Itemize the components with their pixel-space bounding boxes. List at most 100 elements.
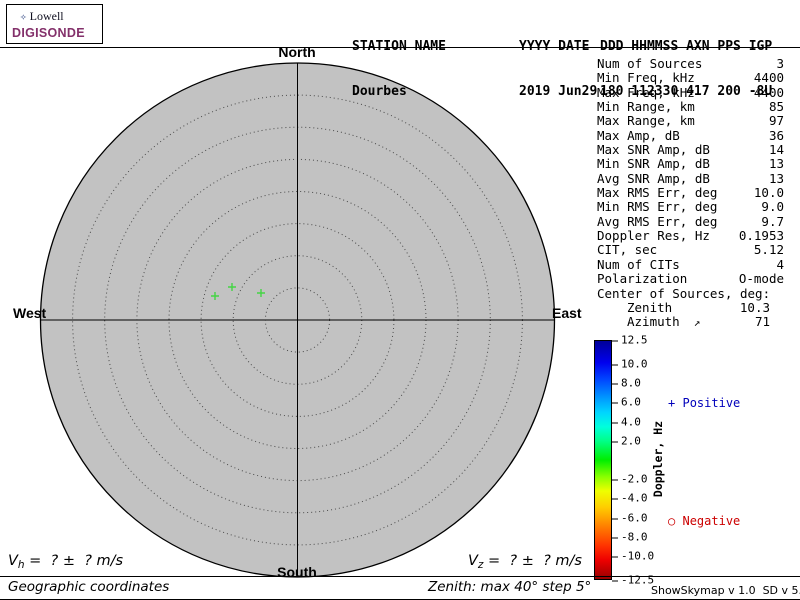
stat-row: Avg SNR Amp, dB 13 (597, 170, 784, 186)
vh-symbol: V (8, 553, 18, 569)
stat-label: Center of Sources, deg: (597, 285, 771, 301)
station-name-label: STATION NAME (352, 39, 446, 54)
colorbar-tick: -2.0 (612, 473, 648, 486)
header-fields-column: DDD HHMMSS AXN PPS IGP 180 112330 417 20… (600, 9, 772, 129)
legend-positive-label: Positive (682, 396, 741, 410)
stat-label: Azimuth (627, 314, 680, 330)
logo-product-text: DIGISONDE (12, 26, 85, 40)
date-value: 2019 Jun29 (519, 84, 598, 99)
stat-value: 0.1953 (738, 228, 784, 244)
colorbar-tick: 6.0 (612, 396, 641, 409)
stat-label: Polarization (597, 271, 688, 287)
vz-symbol: V (468, 553, 478, 569)
zenith-scale-note: Zenith: max 40° step 5° (428, 579, 592, 595)
colorbar-tick: 8.0 (612, 377, 641, 390)
azimuth-direction-icon: ↗ (693, 316, 701, 330)
stat-value: 9.7 (761, 213, 784, 229)
stat-value: 13 (768, 170, 784, 186)
stat-row-zenith: Zenith 10.3 (597, 299, 784, 315)
stat-label: Num of CITs (597, 256, 680, 272)
stat-row-azimuth: Azimuth ↗ 71 (597, 314, 784, 330)
stat-label: Avg RMS Err, deg (597, 213, 718, 229)
source-plus-marker (211, 292, 219, 300)
stat-value: 97 (768, 113, 784, 129)
stat-label: CIT, sec (597, 242, 658, 258)
source-plus-marker (257, 289, 265, 297)
horizontal-velocity-readout: Vh = ? ± ? m/s (8, 553, 123, 571)
stat-label: Doppler Res, Hz (597, 228, 710, 244)
stat-value: 85 (768, 99, 784, 115)
stat-label: Max Amp, dB (597, 127, 680, 143)
plus-marker-icon: + (668, 396, 676, 410)
stat-label: Max SNR Amp, dB (597, 142, 710, 158)
stat-value: 4 (776, 256, 784, 272)
doppler-colorbar (594, 340, 612, 580)
stat-label: Min RMS Err, deg (597, 199, 718, 215)
stat-value: 4400 (753, 84, 784, 100)
stat-label: Max RMS Err, deg (597, 185, 718, 201)
coordinates-note: Geographic coordinates (8, 579, 170, 595)
legend-negative: ○ Negative (668, 514, 740, 528)
source-markers (211, 283, 265, 300)
legend-negative-label: Negative (682, 514, 741, 528)
stat-value: 14 (768, 142, 784, 158)
colorbar-tick: 2.0 (612, 435, 641, 448)
colorbar-tick: 10.0 (612, 358, 648, 371)
fields-value: 180 112330 417 200 -8U (600, 84, 773, 99)
stat-value: 4400 (753, 70, 784, 86)
stat-row: Max Amp, dB 36 (597, 127, 784, 143)
crosshair-axes (40, 63, 555, 577)
compass-label-east: East (552, 305, 582, 321)
stat-row: Num of CITs 4 (597, 256, 784, 272)
stat-label: Min Freq, kHz (597, 70, 695, 86)
stat-value: 10.0 (753, 185, 784, 201)
vh-value: = ? ± ? m/s (24, 553, 124, 569)
colorbar-tick: -10.0 (612, 550, 654, 563)
stat-row: Max SNR Amp, dB 14 (597, 142, 784, 158)
stat-label: Num of Sources (597, 56, 703, 71)
vh-subscript: h (17, 559, 25, 571)
stat-value: 3 (776, 56, 784, 71)
stat-label: Min Range, km (597, 99, 695, 115)
stat-label: Max Freq, kHz (597, 84, 695, 100)
header-station-column: STATION NAME Dourbes (352, 9, 446, 129)
stat-row: Polarization O-mode (597, 271, 784, 287)
footer-divider (0, 576, 800, 577)
vertical-velocity-readout: Vz = ? ± ? m/s (468, 553, 582, 571)
colorbar-axis-title: Doppler, Hz (651, 420, 665, 498)
stat-value: O-mode (738, 271, 784, 287)
stat-row: Min SNR Amp, dB 13 (597, 156, 784, 172)
stat-row: Doppler Res, Hz 0.1953 (597, 228, 784, 244)
stat-row: CIT, sec 5.12 (597, 242, 784, 258)
stat-label: Max Range, km (597, 113, 695, 129)
stat-row: Max Range, km 97 (597, 113, 784, 129)
circle-marker-icon: ○ (668, 514, 676, 528)
stat-row: Min Freq, kHz 4400 (597, 70, 784, 86)
vz-value: = ? ± ? m/s (483, 553, 582, 569)
station-name-value: Dourbes (352, 84, 407, 99)
stat-row: Max RMS Err, deg 10.0 (597, 185, 784, 201)
lowell-digisonde-logo: ✧ Lowell DIGISONDE (6, 4, 103, 44)
legend-positive: + Positive (668, 396, 740, 410)
colorbar-tick: -6.0 (612, 512, 648, 525)
colorbar-tick: -8.0 (612, 531, 648, 544)
header-divider (0, 47, 800, 48)
stat-value: 71 (754, 314, 770, 330)
stat-row-section-header: Center of Sources, deg: (597, 285, 784, 301)
stat-value: 5.12 (753, 242, 784, 258)
program-version-text: ShowSkymap v 1.0 SD v 5.1 (651, 584, 800, 597)
date-label: YYYY DATE (519, 39, 590, 54)
compass-label-north: North (278, 44, 316, 60)
stat-row: Max Freq, kHz 4400 (597, 84, 784, 100)
stat-row: Num of Sources 3 (597, 56, 784, 71)
compass-label-south: South (277, 564, 317, 580)
stat-label: Min SNR Amp, dB (597, 156, 710, 172)
stat-label: Avg SNR Amp, dB (597, 170, 710, 186)
stat-label: Zenith (627, 299, 673, 315)
stat-row: Avg RMS Err, deg 9.7 (597, 213, 784, 229)
header-date-column: YYYY DATE 2019 Jun29 (519, 9, 597, 129)
compass-star-icon: ✧ (20, 10, 27, 23)
stat-value: 36 (768, 127, 784, 143)
colorbar-tick: 12.5 (612, 334, 648, 347)
